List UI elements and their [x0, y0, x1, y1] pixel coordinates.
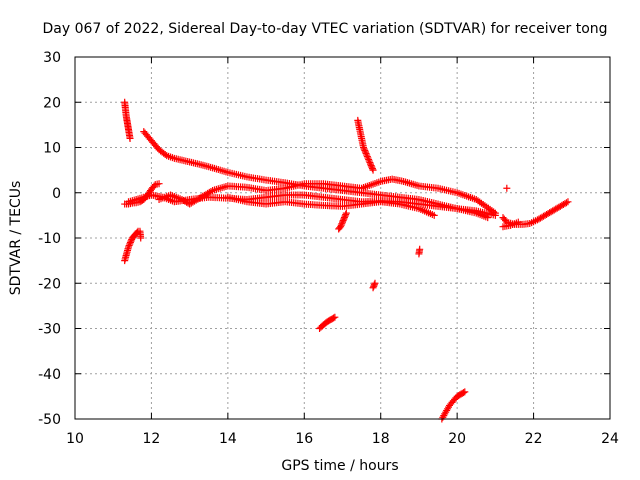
data-point: [125, 242, 133, 250]
data-point: [342, 211, 350, 219]
x-tick-label: 20: [448, 431, 466, 447]
chart-title: Day 067 of 2022, Sidereal Day-to-day VTE…: [42, 21, 607, 37]
data-point: [460, 389, 468, 397]
data-point: [363, 153, 371, 161]
data-point: [491, 211, 499, 219]
data-point: [514, 218, 522, 226]
data-point: [369, 284, 377, 292]
data-point: [127, 237, 135, 245]
data-point: [364, 154, 372, 162]
data-point: [155, 180, 163, 188]
data-point: [339, 217, 347, 225]
data-point: [340, 214, 348, 222]
data-point: [362, 150, 370, 158]
data-point: [207, 187, 215, 195]
data-point: [368, 163, 376, 171]
y-tick-label: -10: [38, 231, 61, 247]
y-tick-label: -30: [38, 322, 61, 338]
data-point: [360, 145, 368, 153]
data-point: [365, 156, 373, 164]
y-tick-label: -40: [38, 367, 61, 383]
x-tick-label: 16: [295, 431, 313, 447]
x-axis-label: GPS time / hours: [281, 458, 398, 474]
x-tick-label: 22: [525, 431, 543, 447]
y-axis-label: SDTVAR / TECUs: [8, 181, 24, 296]
data-point: [361, 147, 369, 155]
y-tick-label: 10: [43, 141, 61, 157]
data-point: [126, 239, 134, 247]
y-tick-label: 20: [43, 95, 61, 111]
data-point: [370, 282, 378, 290]
data-point: [371, 279, 379, 287]
data-point: [370, 281, 378, 289]
data-point: [137, 234, 145, 242]
data-point: [331, 313, 339, 321]
data-point: [339, 218, 346, 226]
data-point: [562, 199, 570, 207]
x-tick-label: 10: [66, 431, 84, 447]
data-point: [430, 211, 438, 219]
data-point: [338, 220, 346, 228]
data-point: [564, 198, 572, 206]
y-tick-label: 30: [43, 50, 61, 66]
data-point: [368, 165, 376, 173]
grid: [75, 57, 610, 419]
data-points: [121, 98, 572, 423]
axis-ticks: 10 12 14 16 18 20 22 24 -50 -40 -30 -20 -10 0 10 20 30: [38, 50, 619, 447]
data-point: [366, 159, 374, 167]
data-point: [503, 184, 511, 192]
data-point: [340, 215, 348, 223]
data-point: [126, 240, 134, 248]
data-point: [337, 221, 345, 229]
x-tick-label: 14: [219, 431, 237, 447]
data-point: [341, 212, 349, 220]
data-point: [484, 214, 492, 222]
x-tick-label: 24: [601, 431, 619, 447]
data-point: [365, 157, 373, 165]
data-point: [361, 148, 369, 156]
data-point: [363, 151, 371, 159]
x-tick-label: 18: [372, 431, 390, 447]
data-point: [337, 223, 345, 231]
y-tick-label: -20: [38, 276, 61, 292]
data-point: [342, 209, 350, 217]
y-tick-label: -50: [38, 412, 61, 428]
data-point: [125, 243, 132, 251]
data-point: [461, 388, 469, 396]
y-tick-label: 0: [52, 186, 61, 202]
data-point: [360, 144, 368, 151]
data-point: [367, 160, 375, 168]
x-tick-label: 12: [143, 431, 161, 447]
data-point: [330, 314, 338, 322]
data-point: [367, 162, 375, 170]
data-point: [369, 166, 377, 174]
data-point: [416, 245, 424, 253]
data-point: [126, 134, 134, 142]
